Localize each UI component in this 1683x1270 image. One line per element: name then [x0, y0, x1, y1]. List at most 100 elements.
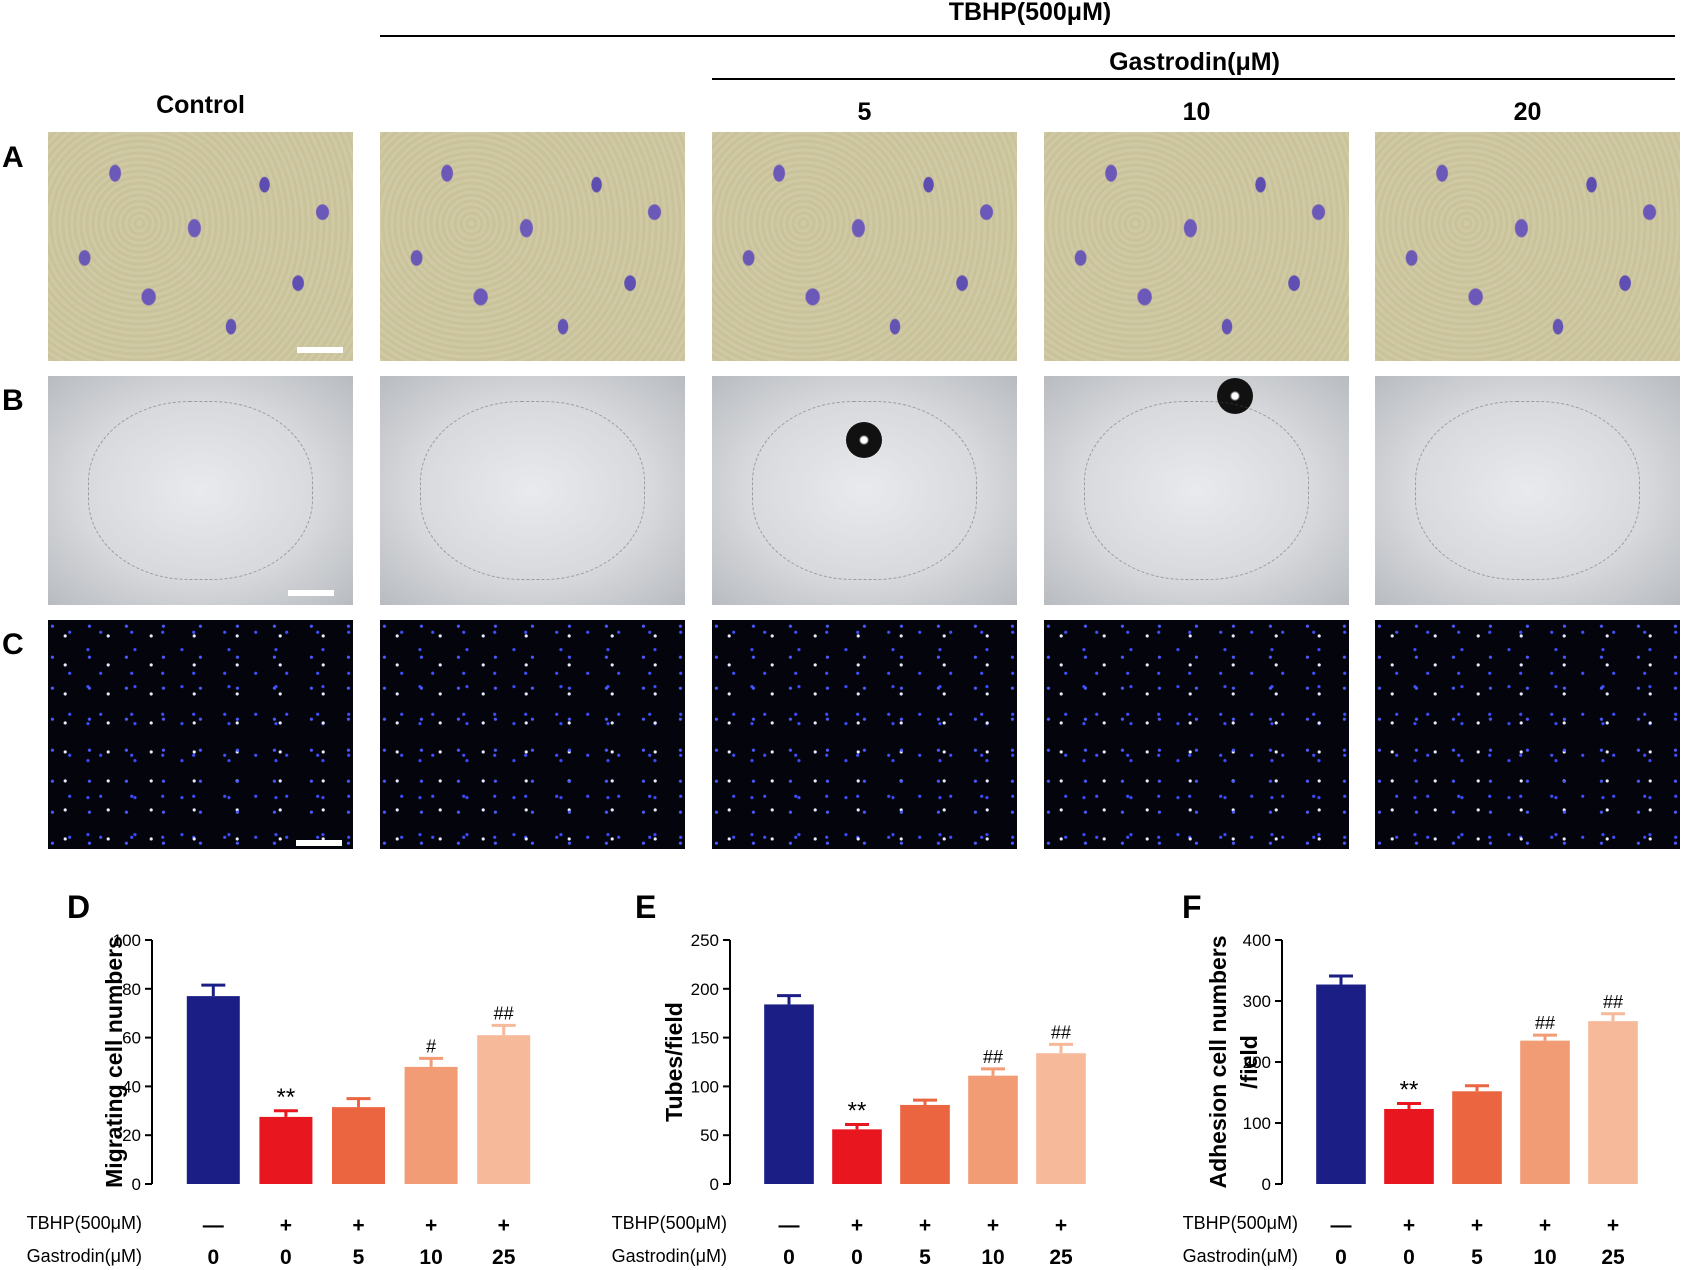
gastrodin-header: Gastrodin(μM)	[1109, 48, 1280, 76]
gastrodin-dose: 0	[851, 1246, 863, 1269]
tbhp-sign: +	[987, 1214, 999, 1237]
panel-label-e: E	[635, 889, 656, 925]
gastrodin-dose: 0	[207, 1246, 219, 1269]
bar	[1036, 1053, 1086, 1184]
tbhp-header: TBHP(500μM)	[948, 0, 1112, 26]
gastrodin-dose: 0	[280, 1246, 292, 1269]
micrograph-a-gastrodin-10	[1044, 132, 1349, 361]
y-tick-label: 200	[1243, 1053, 1271, 1072]
bar	[1452, 1091, 1502, 1184]
significance-mark: #	[426, 1036, 436, 1056]
panel-label-d: D	[67, 889, 90, 925]
micrograph-c-gastrodin-5	[712, 620, 1017, 849]
conc-10-column-label: 10	[1182, 98, 1211, 126]
y-tick-label: 60	[122, 1029, 141, 1048]
gastrodin-dose: 10	[1533, 1246, 1556, 1269]
gastrodin-bracket-line	[712, 78, 1675, 80]
tbhp-sign: +	[1055, 1214, 1067, 1237]
scale-bar	[297, 347, 343, 353]
tbhp-row-label: TBHP(500μM)	[27, 1213, 142, 1233]
significance-mark: ##	[983, 1047, 1003, 1067]
tbhp-sign: —	[203, 1214, 224, 1237]
gastrodin-dose: 0	[1403, 1246, 1415, 1269]
panel-label-f: F	[1182, 889, 1202, 925]
micrograph-c-gastrodin-10	[1044, 620, 1349, 849]
gastrodin-dose: 10	[419, 1246, 442, 1269]
tbhp-sign: +	[352, 1214, 364, 1237]
y-tick-label: 40	[122, 1077, 141, 1096]
y-tick-label: 50	[700, 1126, 719, 1145]
tbhp-sign: —	[1331, 1214, 1352, 1237]
significance-mark: ##	[1603, 992, 1623, 1012]
gastrodin-row-label: Gastrodin(μM)	[612, 1246, 727, 1266]
micrograph-a-tbhp	[380, 132, 685, 361]
y-tick-label: 0	[1262, 1175, 1271, 1194]
bar	[1384, 1108, 1434, 1184]
tbhp-sign: +	[1403, 1214, 1415, 1237]
bar	[1316, 984, 1366, 1184]
bar	[900, 1104, 950, 1184]
row-label-b: B	[2, 384, 24, 417]
tbhp-sign: +	[851, 1214, 863, 1237]
y-axis-label: Migrating cell numbers	[101, 936, 127, 1188]
micrograph-a-control	[48, 132, 353, 361]
micrograph-c-control	[48, 620, 353, 849]
bar	[1520, 1040, 1570, 1184]
micrograph-c-tbhp	[380, 620, 685, 849]
significance-mark: ##	[1535, 1013, 1555, 1033]
gastrodin-row-label: Gastrodin(μM)	[1183, 1246, 1298, 1266]
scale-bar	[296, 840, 342, 846]
tbhp-sign: +	[280, 1214, 292, 1237]
micrograph-b-gastrodin-5	[712, 376, 1017, 605]
micrograph-a-gastrodin-20	[1375, 132, 1680, 361]
gastrodin-dose: 5	[1471, 1246, 1483, 1269]
tbhp-sign: +	[1471, 1214, 1483, 1237]
significance-mark: ##	[494, 1003, 514, 1023]
bar	[832, 1129, 882, 1184]
row-label-a: A	[2, 141, 24, 174]
y-tick-label: 150	[691, 1029, 719, 1048]
scale-bar	[288, 590, 334, 596]
micrograph-a-gastrodin-5	[712, 132, 1017, 361]
y-tick-label: 200	[691, 980, 719, 999]
y-axis-label: /field	[1236, 1035, 1262, 1089]
gastrodin-row-label: Gastrodin(μM)	[27, 1246, 142, 1266]
significance-mark: ##	[1051, 1022, 1071, 1042]
gastrodin-dose: 25	[1601, 1246, 1625, 1269]
conc-5-column-label: 5	[857, 98, 872, 126]
micrograph-c-gastrodin-20	[1375, 620, 1680, 849]
bar	[404, 1066, 458, 1184]
significance-mark: **	[1400, 1076, 1419, 1103]
significance-mark: **	[277, 1084, 296, 1111]
tbhp-sign: —	[779, 1214, 800, 1237]
gastrodin-dose: 25	[492, 1246, 516, 1269]
y-tick-label: 100	[691, 1077, 719, 1096]
micrograph-b-gastrodin-10	[1044, 376, 1349, 605]
bar	[968, 1075, 1018, 1184]
gastrodin-dose: 5	[353, 1246, 365, 1269]
conc-20-column-label: 20	[1513, 98, 1542, 126]
y-tick-label: 250	[691, 931, 719, 950]
gastrodin-dose: 0	[783, 1246, 795, 1269]
bar	[764, 1004, 814, 1184]
micrograph-b-control	[48, 376, 353, 605]
y-tick-label: 300	[1243, 992, 1271, 1011]
bar	[477, 1035, 531, 1184]
gastrodin-dose: 10	[981, 1246, 1004, 1269]
micrograph-b-tbhp	[380, 376, 685, 605]
tbhp-sign: +	[1607, 1214, 1619, 1237]
gastrodin-dose: 0	[1335, 1246, 1347, 1269]
y-tick-label: 100	[113, 931, 141, 950]
tbhp-sign: +	[1539, 1214, 1551, 1237]
gastrodin-dose: 25	[1049, 1246, 1073, 1269]
y-tick-label: 20	[122, 1126, 141, 1145]
significance-mark: **	[848, 1097, 867, 1124]
y-tick-label: 400	[1243, 931, 1271, 950]
y-tick-label: 100	[1243, 1114, 1271, 1133]
tbhp-row-label: TBHP(500μM)	[612, 1213, 727, 1233]
tbhp-sign: +	[425, 1214, 437, 1237]
row-label-c: C	[2, 628, 24, 661]
tbhp-sign: +	[919, 1214, 931, 1237]
tbhp-sign: +	[498, 1214, 510, 1237]
